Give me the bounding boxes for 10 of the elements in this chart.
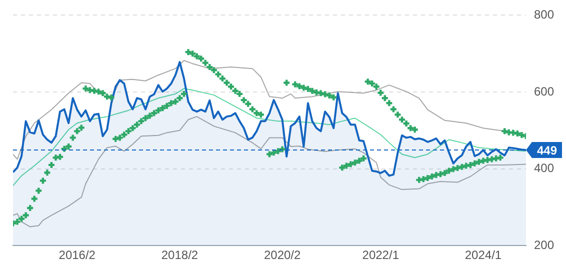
y-tick-label: 800 — [534, 8, 554, 22]
x-tick-label: 2022/1 — [362, 248, 400, 262]
ref-line-label: 449 — [536, 143, 558, 158]
x-tick-label: 2016/2 — [58, 248, 96, 262]
y-tick-label: 200 — [534, 238, 554, 252]
x-tick-label: 2020/2 — [264, 248, 301, 262]
y-tick-label: 600 — [534, 84, 554, 98]
x-tick-label: 2018/2 — [161, 248, 198, 262]
y-tick-label: 400 — [534, 161, 554, 176]
x-tick-label: 2024/1 — [464, 248, 502, 262]
